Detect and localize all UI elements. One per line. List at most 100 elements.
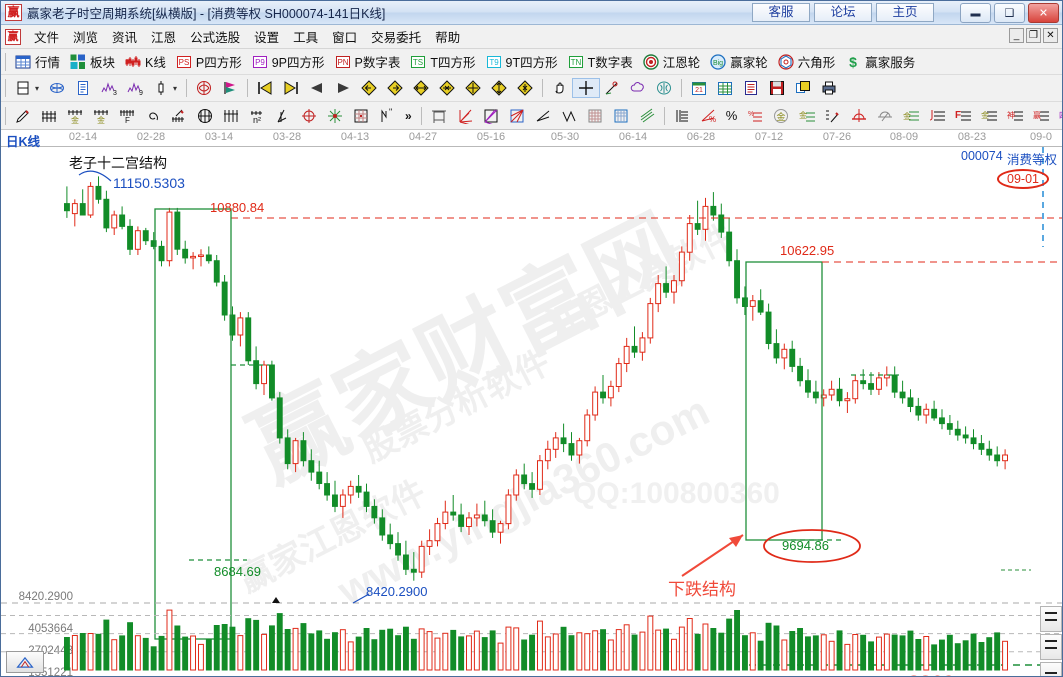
gold-level-button[interactable]: 金 xyxy=(794,107,820,125)
quotes-button[interactable]: 行情 xyxy=(10,51,65,72)
move-left-button[interactable] xyxy=(356,79,382,97)
flag-button[interactable] xyxy=(217,79,243,97)
menu-info[interactable]: 资讯 xyxy=(112,31,138,45)
menu-settings[interactable]: 设置 xyxy=(254,31,280,45)
support-button[interactable]: 客服 xyxy=(752,3,810,22)
grid-half-button[interactable] xyxy=(608,107,634,125)
expand-h-button[interactable] xyxy=(408,79,434,97)
menu-gann[interactable]: 江恩 xyxy=(151,31,177,45)
ladder-button[interactable] xyxy=(669,107,695,125)
scroll-cap-1[interactable] xyxy=(1040,606,1062,632)
ying-level-button[interactable]: 赢 xyxy=(1028,107,1054,125)
target-square-button[interactable] xyxy=(322,107,348,125)
close-button[interactable]: ✕ xyxy=(1028,3,1059,23)
gold-grid-2-button[interactable]: 金 xyxy=(88,107,114,125)
si-level-button[interactable]: 四 xyxy=(1054,107,1062,125)
shrink-h-button[interactable] xyxy=(434,79,460,97)
expand-v-button[interactable] xyxy=(486,79,512,97)
pen-tool-button[interactable] xyxy=(10,107,36,125)
p-square-button[interactable]: PS P四方形 xyxy=(171,51,247,72)
red-fan-button[interactable] xyxy=(452,107,478,125)
calendar-button[interactable]: 21 xyxy=(686,79,712,97)
brain-button[interactable] xyxy=(651,79,677,97)
next-button[interactable] xyxy=(330,79,356,97)
scroll-cap-3[interactable] xyxy=(1040,662,1062,676)
gold-level-2-button[interactable]: 金 xyxy=(898,107,924,125)
winner-service-button[interactable]: $ 赢家服务 xyxy=(840,51,920,72)
crosshair-button[interactable] xyxy=(572,78,601,98)
chart-mode-button[interactable] xyxy=(6,651,44,673)
last-page-button[interactable] xyxy=(278,79,304,97)
peak-marker-button[interactable]: " xyxy=(374,107,400,125)
menu-formula-pick[interactable]: 公式选股 xyxy=(190,31,241,45)
f-level-button[interactable]: F xyxy=(950,107,976,125)
percent-fan-button[interactable]: % xyxy=(695,107,721,125)
save-button[interactable] xyxy=(764,79,790,97)
prev-button[interactable] xyxy=(304,79,330,97)
winner-wheel-button[interactable]: Big 赢家轮 xyxy=(705,51,773,72)
maximize-button[interactable]: ❑ xyxy=(994,3,1025,23)
n-square-button[interactable]: n² xyxy=(244,107,270,125)
menu-tools[interactable]: 工具 xyxy=(293,31,319,45)
gann-wheel-button[interactable]: 江恩轮 xyxy=(638,51,706,72)
table-button[interactable] xyxy=(712,79,738,97)
print-button[interactable] xyxy=(816,79,842,97)
shrink-v-button[interactable] xyxy=(512,79,538,97)
gann-fan-a-button[interactable] xyxy=(36,107,62,125)
mdi-close-button[interactable]: ✕ xyxy=(1043,28,1058,43)
circle-grid-button[interactable] xyxy=(192,107,218,125)
single-candle-button[interactable]: ▾ xyxy=(148,79,182,97)
minimize-button[interactable]: ▬ xyxy=(960,3,991,23)
gann-overlay-button[interactable] xyxy=(191,79,217,97)
forum-button[interactable]: 论坛 xyxy=(814,3,872,22)
zigzag-button[interactable] xyxy=(556,107,582,125)
first-page-button[interactable] xyxy=(252,79,278,97)
price-plot[interactable]: 赢家财富网 江恩工具软件 股票分析软件 www.yingjia360.com 赢… xyxy=(1,147,1062,676)
mdi-restore-button[interactable]: ❐ xyxy=(1026,28,1041,43)
parallel-lines-button[interactable] xyxy=(634,107,660,125)
net-button[interactable] xyxy=(44,79,70,97)
menu-browse[interactable]: 浏览 xyxy=(73,31,99,45)
grid-box-button[interactable] xyxy=(348,107,374,125)
percent-button[interactable]: % xyxy=(725,108,738,123)
menu-help[interactable]: 帮助 xyxy=(435,31,461,45)
chart-area[interactable]: 日K线 02-14 02-28 03-14 03-28 04-13 04-27 … xyxy=(1,130,1062,676)
pen-level-button[interactable] xyxy=(820,107,846,125)
grid-fine-button[interactable] xyxy=(582,107,608,125)
target-circle-button[interactable] xyxy=(296,107,322,125)
t-number-table-button[interactable]: TN T数字表 xyxy=(563,51,638,72)
box-tool-button[interactable] xyxy=(426,107,452,125)
grid-lines-b-button[interactable] xyxy=(218,107,244,125)
gold-level-3-button[interactable]: 金 xyxy=(976,107,1002,125)
menu-window[interactable]: 窗口 xyxy=(332,31,358,45)
layout-button[interactable]: ▾ xyxy=(10,79,44,97)
gold-grid-1-button[interactable]: 金 xyxy=(62,107,88,125)
indicator-3-button[interactable]: 3 xyxy=(96,79,122,97)
report-button[interactable] xyxy=(70,79,96,97)
percent-level-button[interactable]: % xyxy=(742,107,768,125)
expand-all-button[interactable] xyxy=(460,79,486,97)
indicator-9-button[interactable]: 9 xyxy=(122,79,148,97)
spiral-button[interactable] xyxy=(140,107,166,125)
sector-button[interactable]: 板块 xyxy=(65,51,120,72)
pen-grid-button[interactable] xyxy=(166,107,192,125)
scroll-cap-2[interactable] xyxy=(1040,634,1062,660)
mdi-minimize-button[interactable]: _ xyxy=(1009,28,1024,43)
notes-button[interactable] xyxy=(738,79,764,97)
shen-level-button[interactable]: 神 xyxy=(1002,107,1028,125)
fib-fan-button[interactable]: F xyxy=(114,107,140,125)
angle-lines-button[interactable] xyxy=(270,107,296,125)
copy-button[interactable] xyxy=(790,79,816,97)
box-fan-2-button[interactable] xyxy=(504,107,530,125)
menu-trade[interactable]: 交易委托 xyxy=(371,31,422,45)
measure-button[interactable] xyxy=(599,79,625,97)
kline-button[interactable]: K线 xyxy=(120,51,171,72)
menu-file[interactable]: 文件 xyxy=(34,31,60,45)
move-right-button[interactable] xyxy=(382,79,408,97)
trendline-button[interactable] xyxy=(530,107,556,125)
shape-button[interactable] xyxy=(625,79,651,97)
red-arch-button[interactable] xyxy=(846,107,872,125)
box-fan-button[interactable] xyxy=(478,107,504,125)
9p-square-button[interactable]: P9 9P四方形 xyxy=(247,51,330,72)
more-tools-button[interactable]: » xyxy=(405,108,412,123)
